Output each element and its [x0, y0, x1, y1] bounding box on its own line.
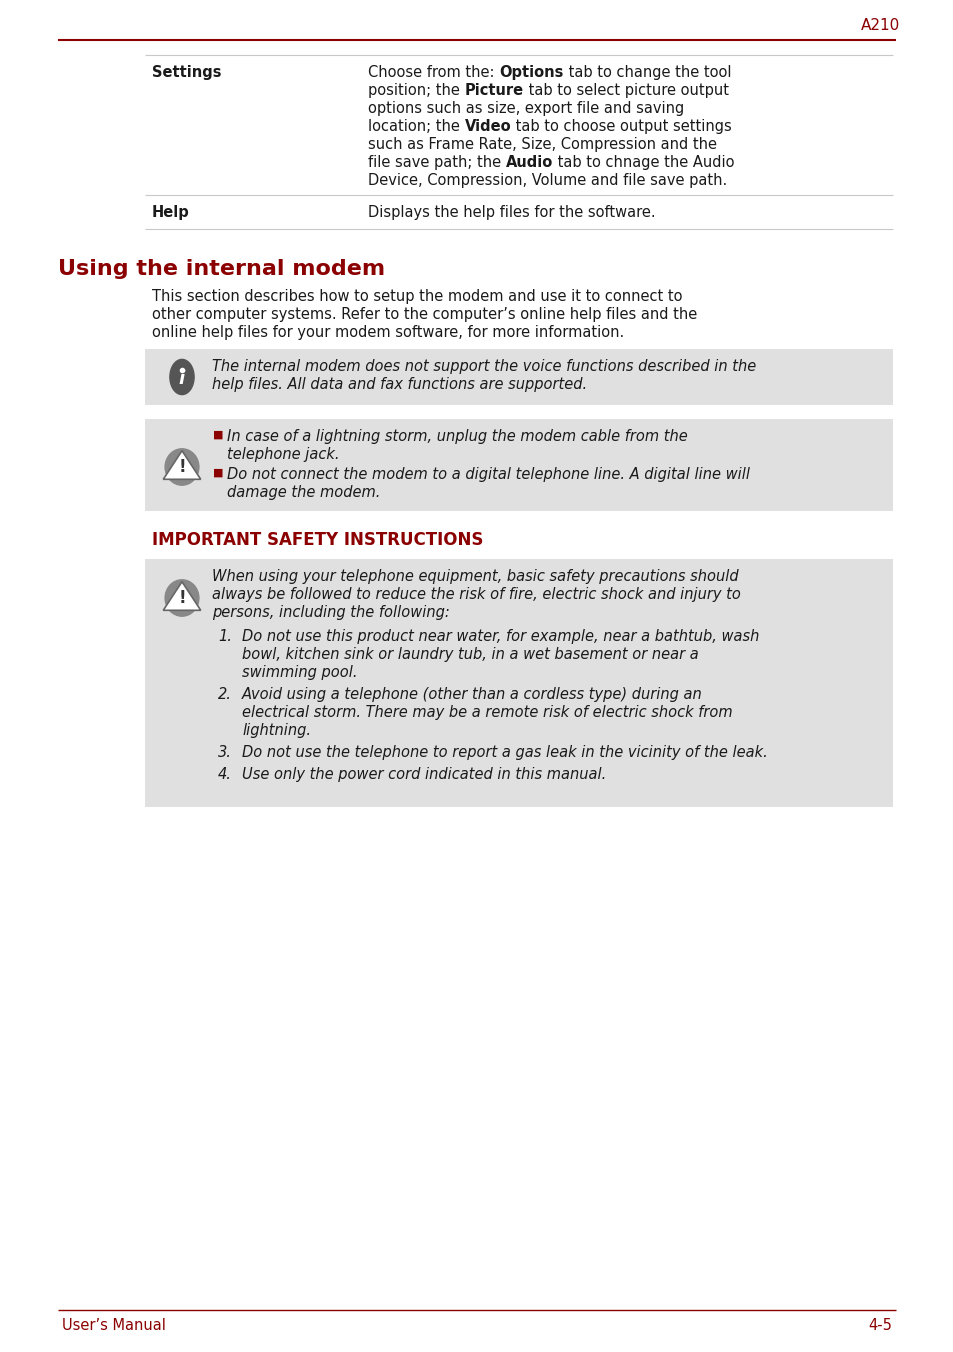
Ellipse shape — [165, 580, 198, 617]
Text: 3.: 3. — [218, 745, 232, 760]
Text: 2.: 2. — [218, 687, 232, 702]
Text: Help: Help — [152, 206, 190, 220]
Text: Avoid using a telephone (other than a cordless type) during an: Avoid using a telephone (other than a co… — [242, 687, 702, 702]
Text: persons, including the following:: persons, including the following: — [212, 604, 449, 621]
Ellipse shape — [170, 360, 193, 395]
Polygon shape — [163, 581, 200, 610]
Text: tab to select picture output: tab to select picture output — [523, 82, 728, 97]
Text: This section describes how to setup the modem and use it to connect to: This section describes how to setup the … — [152, 289, 681, 304]
Text: !: ! — [178, 458, 186, 476]
Polygon shape — [163, 450, 200, 480]
Ellipse shape — [165, 449, 198, 485]
Text: Displays the help files for the software.: Displays the help files for the software… — [368, 206, 655, 220]
Text: tab to chnage the Audio: tab to chnage the Audio — [553, 155, 734, 170]
Text: In case of a lightning storm, unplug the modem cable from the: In case of a lightning storm, unplug the… — [227, 429, 687, 443]
Text: Choose from the:: Choose from the: — [368, 65, 498, 80]
Text: Device, Compression, Volume and file save path.: Device, Compression, Volume and file sav… — [368, 173, 726, 188]
Text: !: ! — [178, 589, 186, 607]
Text: When using your telephone equipment, basic safety precautions should: When using your telephone equipment, bas… — [212, 569, 738, 584]
Text: Use only the power cord indicated in this manual.: Use only the power cord indicated in thi… — [242, 767, 605, 781]
Text: always be followed to reduce the risk of fire, electric shock and injury to: always be followed to reduce the risk of… — [212, 587, 740, 602]
Text: 1.: 1. — [218, 629, 232, 644]
Text: swimming pool.: swimming pool. — [242, 665, 357, 680]
Text: i: i — [179, 370, 185, 388]
Text: Picture: Picture — [464, 82, 523, 97]
Text: other computer systems. Refer to the computer’s online help files and the: other computer systems. Refer to the com… — [152, 307, 697, 322]
FancyBboxPatch shape — [145, 558, 892, 807]
Text: Video: Video — [464, 119, 511, 134]
Text: such as Frame Rate, Size, Compression and the: such as Frame Rate, Size, Compression an… — [368, 137, 717, 151]
Text: 4.: 4. — [218, 767, 232, 781]
Text: A210: A210 — [860, 18, 899, 32]
Text: location; the: location; the — [368, 119, 464, 134]
Text: ■: ■ — [213, 430, 223, 439]
Text: position; the: position; the — [368, 82, 464, 97]
Text: tab to choose output settings: tab to choose output settings — [511, 119, 731, 134]
Text: bowl, kitchen sink or laundry tub, in a wet basement or near a: bowl, kitchen sink or laundry tub, in a … — [242, 648, 698, 662]
Text: options such as size, export file and saving: options such as size, export file and sa… — [368, 101, 683, 116]
Text: damage the modem.: damage the modem. — [227, 485, 380, 500]
Text: electrical storm. There may be a remote risk of electric shock from: electrical storm. There may be a remote … — [242, 704, 732, 721]
Text: Options: Options — [498, 65, 563, 80]
Text: online help files for your modem software, for more information.: online help files for your modem softwar… — [152, 324, 623, 339]
Text: 4-5: 4-5 — [867, 1318, 891, 1333]
Text: Do not use the telephone to report a gas leak in the vicinity of the leak.: Do not use the telephone to report a gas… — [242, 745, 767, 760]
Text: IMPORTANT SAFETY INSTRUCTIONS: IMPORTANT SAFETY INSTRUCTIONS — [152, 531, 483, 549]
Text: Do not use this product near water, for example, near a bathtub, wash: Do not use this product near water, for … — [242, 629, 759, 644]
FancyBboxPatch shape — [145, 419, 892, 511]
Text: Do not connect the modem to a digital telephone line. A digital line will: Do not connect the modem to a digital te… — [227, 466, 749, 483]
Text: Settings: Settings — [152, 65, 221, 80]
Text: telephone jack.: telephone jack. — [227, 448, 339, 462]
Text: ■: ■ — [213, 468, 223, 479]
FancyBboxPatch shape — [145, 349, 892, 406]
Text: Audio: Audio — [505, 155, 553, 170]
Text: User’s Manual: User’s Manual — [62, 1318, 166, 1333]
Text: The internal modem does not support the voice functions described in the: The internal modem does not support the … — [212, 360, 756, 375]
Text: tab to change the tool: tab to change the tool — [563, 65, 730, 80]
Text: lightning.: lightning. — [242, 723, 311, 738]
Text: file save path; the: file save path; the — [368, 155, 505, 170]
Text: help files. All data and fax functions are supported.: help files. All data and fax functions a… — [212, 377, 586, 392]
Text: Using the internal modem: Using the internal modem — [58, 260, 385, 279]
